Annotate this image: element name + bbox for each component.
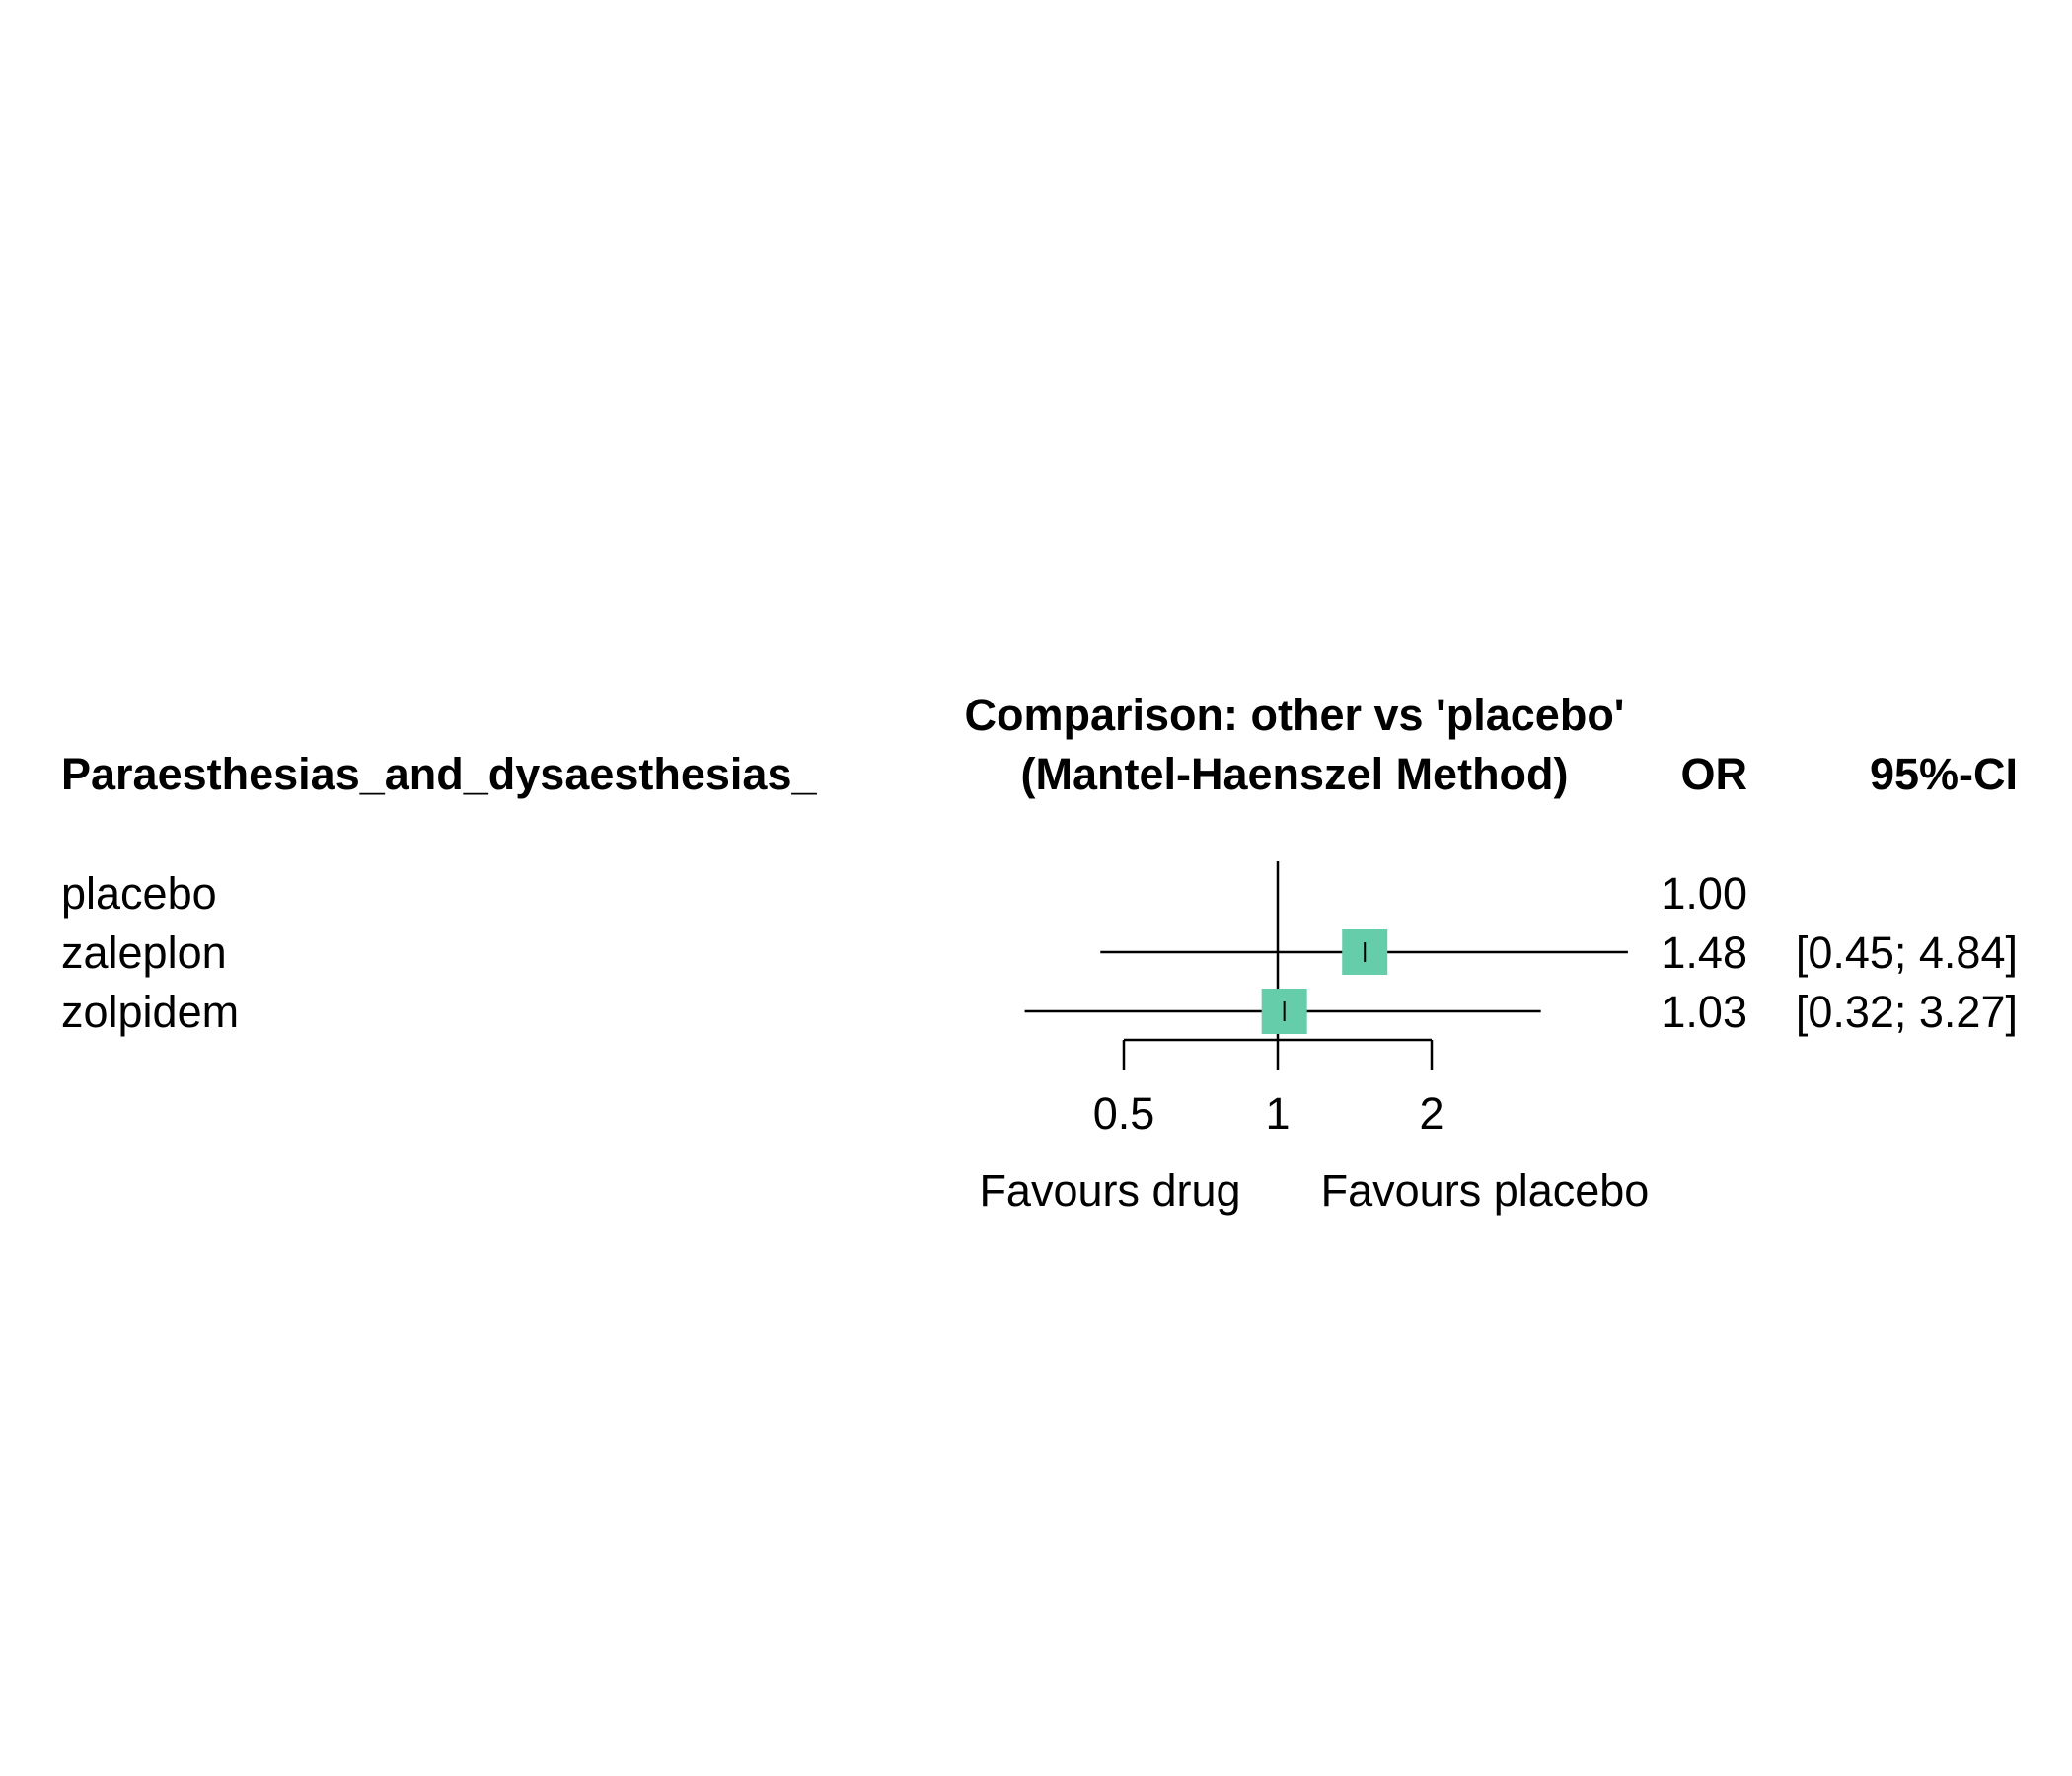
treatment-label: zaleplon bbox=[61, 927, 227, 978]
or-column-header: OR bbox=[1681, 749, 1748, 799]
or-value-label: 1.48 bbox=[1661, 927, 1747, 978]
favours-drug-label: Favours drug bbox=[979, 1165, 1240, 1216]
treatment-label: placebo bbox=[61, 868, 217, 919]
method-label: (Mantel-Haenszel Method) bbox=[1020, 749, 1568, 799]
comparison-title: Comparison: other vs 'placebo' bbox=[964, 690, 1624, 740]
favours-placebo-label: Favours placebo bbox=[1321, 1165, 1650, 1216]
ci-value-label: [0.32; 3.27] bbox=[1796, 987, 2018, 1037]
ci-column-header: 95%-CI bbox=[1870, 749, 2018, 799]
or-value-label: 1.00 bbox=[1661, 868, 1747, 919]
ci-value-label: [0.45; 4.84] bbox=[1796, 927, 2018, 978]
outcome-label: Paraesthesias_and_dysaesthesias_ bbox=[61, 749, 817, 799]
treatment-label: zolpidem bbox=[61, 987, 239, 1037]
x-tick-label: 1 bbox=[1265, 1088, 1290, 1139]
x-tick-label: 0.5 bbox=[1093, 1088, 1155, 1139]
or-value-label: 1.03 bbox=[1661, 987, 1747, 1037]
x-tick-label: 2 bbox=[1419, 1088, 1443, 1139]
plot-area: placebo 1.00 zaleplon 1.48 [0.45; 4.84] zolpi… bbox=[61, 861, 2018, 1139]
